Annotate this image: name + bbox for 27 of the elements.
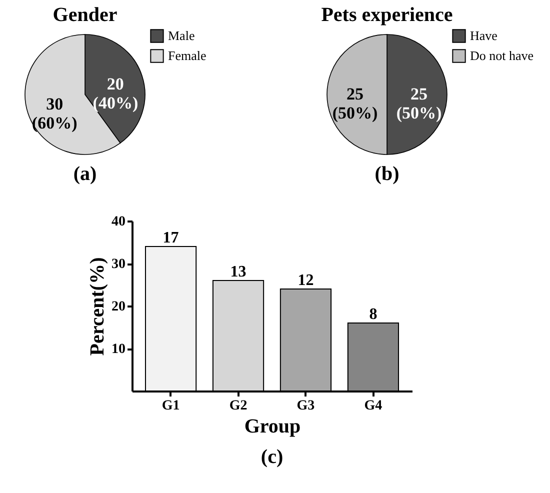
text: (c) xyxy=(260,446,284,468)
legend-label: Do not have xyxy=(470,48,534,63)
annotation: 12 xyxy=(298,272,314,289)
x-tick-label: G1 xyxy=(162,398,180,414)
x-axis-title: Group xyxy=(244,416,301,438)
data-label: 20 (40%) xyxy=(92,74,138,113)
x-tick-label: G3 xyxy=(296,398,315,414)
y-tick-label: 10 xyxy=(112,342,126,357)
data-label: 25 (50%) xyxy=(396,84,442,122)
legend-label: Have xyxy=(470,28,498,43)
annotation: 17 xyxy=(162,230,179,246)
data-label: 30 (60%) xyxy=(32,94,78,132)
annotation: 8 xyxy=(369,306,378,323)
y-tick-label: 40 xyxy=(112,214,126,230)
chart-title: Gender xyxy=(52,4,118,26)
annotation: 13 xyxy=(230,264,246,280)
legend-label: Female xyxy=(168,48,206,63)
text: (b) xyxy=(374,163,400,185)
y-tick-label: 30 xyxy=(112,257,126,272)
text: (a) xyxy=(73,163,97,185)
chart-title: Pets experience xyxy=(321,4,453,26)
y-axis-title: Percent(%) xyxy=(86,257,108,356)
y-tick-label: 20 xyxy=(112,300,126,314)
x-tick-label: G2 xyxy=(229,398,248,414)
data-label: 25 (50%) xyxy=(332,84,378,122)
x-tick-label: G4 xyxy=(364,398,382,414)
legend-label: Male xyxy=(168,28,195,43)
